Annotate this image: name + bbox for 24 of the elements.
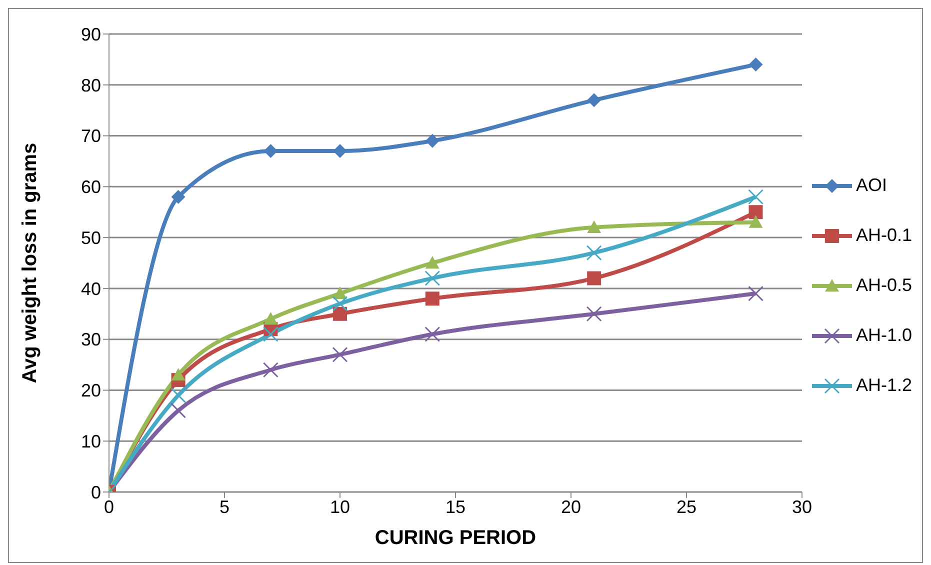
y-tick-label: 60 bbox=[80, 177, 101, 198]
y-tick-label: 10 bbox=[80, 432, 101, 452]
legend-label: AH-1.2 bbox=[856, 375, 912, 396]
y-tick-label: 30 bbox=[80, 330, 101, 350]
y-tick-label: 70 bbox=[80, 126, 101, 146]
legend-label: AH-1.0 bbox=[856, 325, 912, 346]
legend-label: AH-0.5 bbox=[856, 275, 912, 296]
y-tick-label: 0 bbox=[90, 482, 101, 502]
y-tick-label: 40 bbox=[80, 278, 101, 299]
x-tick-label: 15 bbox=[445, 496, 466, 517]
x-tick-label: 0 bbox=[104, 496, 114, 517]
y-tick-label: 80 bbox=[80, 75, 101, 96]
y-axis-title: Avg weight loss in grams bbox=[19, 142, 42, 384]
y-tick-label: 50 bbox=[80, 228, 101, 248]
x-tick-label: 25 bbox=[676, 496, 696, 517]
x-tick-label: 20 bbox=[560, 496, 581, 517]
legend-label: AH-0.1 bbox=[856, 225, 912, 246]
x-tick-label: 5 bbox=[219, 496, 230, 517]
x-axis-title: CURING PERIOD bbox=[374, 527, 536, 549]
legend-label: AOI bbox=[856, 175, 887, 196]
y-tick-label: 20 bbox=[80, 380, 101, 401]
x-tick-label: 30 bbox=[792, 496, 812, 517]
y-tick-label: 90 bbox=[80, 24, 101, 44]
x-tick-label: 10 bbox=[330, 496, 350, 517]
